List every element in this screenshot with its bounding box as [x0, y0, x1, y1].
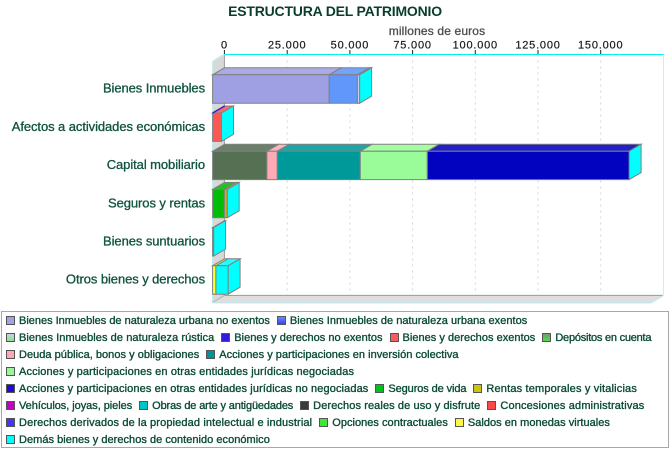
svg-text:Seguros y rentas: Seguros y rentas [108, 195, 206, 210]
svg-text:25.000: 25.000 [268, 40, 306, 52]
svg-text:75.000: 75.000 [393, 40, 431, 52]
svg-text:Otros bienes y derechos: Otros bienes y derechos [66, 272, 206, 287]
svg-text:150.000: 150.000 [578, 40, 623, 52]
svg-text:100.000: 100.000 [453, 40, 498, 52]
svg-text:Capital mobiliario: Capital mobiliario [107, 157, 205, 172]
svg-text:125.000: 125.000 [515, 40, 560, 52]
svg-text:Afectos a actividades económic: Afectos a actividades económicas [12, 119, 206, 134]
svg-text:50.000: 50.000 [331, 40, 369, 52]
svg-text:Bienes suntuarios: Bienes suntuarios [103, 234, 206, 249]
svg-text:Bienes Inmuebles: Bienes Inmuebles [103, 81, 206, 96]
svg-text:0: 0 [221, 40, 228, 52]
